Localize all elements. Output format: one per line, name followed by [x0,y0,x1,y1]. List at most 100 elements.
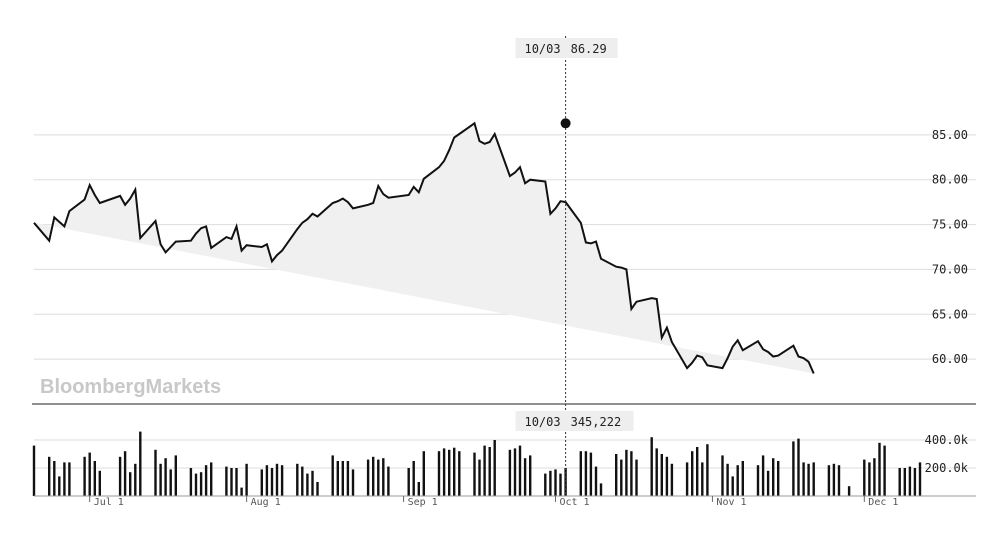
volume-bar [154,449,157,496]
volume-bar [913,468,917,496]
volume-bar [488,447,491,496]
volume-bar [696,447,699,496]
crosshair-price-label: 10/03 86.29 [515,38,618,58]
volume-bar [68,462,71,496]
volume-bar [549,470,552,496]
date-tick-label: Nov 1 [716,497,746,508]
volume-bar [83,456,86,496]
price-tick-label: 85.00 [932,128,968,142]
volume-bar [32,445,36,496]
volume-axis: 200.0k 400.0k [925,433,969,475]
volume-bar [270,468,274,496]
price-area-fill [34,123,814,374]
price-tick-label: 65.00 [932,307,968,321]
volume-bar [366,459,370,496]
volume-bar [523,458,527,496]
volume-bar [584,451,588,496]
price-tick-label: 75.00 [932,218,968,232]
price-tick-label: 60.00 [932,352,968,366]
volume-bar [721,455,724,496]
volume-bar [275,463,279,496]
volume-bar [442,448,446,496]
volume-tick-label: 400.0k [925,433,969,447]
volume-bar [594,466,598,496]
volume-bar [635,459,638,496]
price-axis: 60.00 65.00 70.00 75.00 80.00 85.00 [932,128,968,366]
volume-bar [868,462,871,496]
volume-bar [382,458,385,496]
volume-bar [48,456,51,496]
volume-bar [230,468,233,496]
volume-bar [665,456,669,496]
volume-bar [63,462,66,496]
volume-bar [766,470,770,496]
volume-bar [918,462,922,496]
volume-bar [199,472,203,496]
volume-bar [797,438,800,496]
volume-bar [372,456,375,496]
volume-bar [210,462,213,496]
date-tick-label: Oct 1 [559,497,589,508]
volume-bar [625,449,628,496]
volume-bar [204,465,208,496]
volume-bar [346,461,350,496]
volume-bar [706,444,709,496]
volume-bar [691,451,694,496]
volume-bar [265,465,269,496]
volume-bar [807,463,810,496]
volume-bar [437,451,441,496]
volume-bar [615,454,618,496]
volume-bar [685,462,689,496]
volume-bar [589,452,593,496]
volume-bar [225,466,228,496]
volume-bar [908,466,912,496]
volume-bar [726,463,729,496]
volume-bar [599,483,603,496]
volume-bar [448,449,451,496]
volume-bar [139,431,142,496]
date-tick-label: Jul 1 [94,497,124,508]
volume-bar [189,468,193,496]
volume-bar [863,459,866,496]
volume-bar [473,452,476,496]
volume-bar [655,448,658,496]
volume-bar [458,451,461,496]
volume-bar [620,459,623,496]
volume-bar [579,451,582,496]
volume-bar [118,456,122,496]
volume-bar [306,473,309,496]
volume-bar [134,463,137,496]
volume-bar [731,476,734,496]
date-tick-label: Dec 1 [868,497,898,508]
volume-bar [847,486,851,496]
crosshair-price: 86.29 [571,42,607,56]
volume-bar [58,476,61,496]
volume-bar [513,448,517,496]
volume-bar [53,461,56,496]
volume-bar [903,468,906,496]
crosshair-volume-label-bg [515,411,634,431]
crosshair-volume: 345,222 [571,415,622,429]
volume-bar [301,466,304,496]
volume-bars [32,431,922,496]
volume-bar [554,469,557,496]
volume-bar [351,469,355,496]
volume-bar [529,455,532,496]
volume-bar [453,447,456,496]
volume-bar [336,461,339,496]
volume-bar [331,455,334,496]
volume-bar [660,454,663,496]
volume-bar [422,451,425,496]
price-tick-label: 80.00 [932,173,968,187]
volume-bar [544,473,547,496]
volume-bar [736,465,739,496]
crosshair-volume-date: 10/03 [524,415,560,429]
volume-bar [559,473,562,496]
volume-bar [483,445,486,496]
volume-bar [873,458,876,496]
volume-bar [777,461,780,496]
volume-bar [341,461,344,496]
volume-bar [194,473,198,496]
